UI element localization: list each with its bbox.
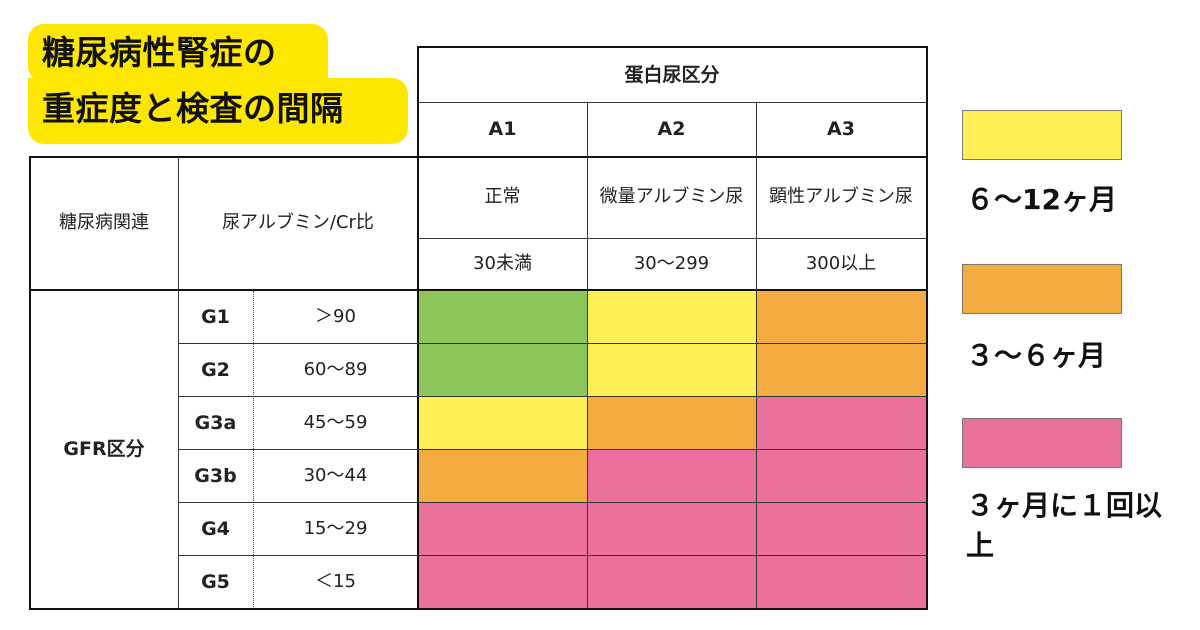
risk-cell-g1-a2 (587, 290, 756, 343)
grid-line (756, 290, 757, 608)
legend-label-pink: ３ヶ月に１回以上 (966, 489, 1163, 562)
risk-cell-g3a-a2 (587, 396, 756, 449)
grid-line (29, 156, 928, 158)
legend-swatch-pink (962, 418, 1122, 468)
legend-swatch-yellow (962, 110, 1122, 160)
risk-cell-g3b-a3 (756, 449, 926, 502)
gfr-stage-g2: G2 (201, 358, 230, 381)
risk-cell-g4-a3 (756, 502, 926, 555)
grid-line (587, 102, 588, 290)
column-range-a1: 30未満 (473, 253, 532, 274)
gfr-range-g1: ＞90 (315, 305, 356, 327)
column-range-a3: 300以上 (805, 253, 877, 274)
column-label-a3: 顕性アルブミン尿 (769, 186, 913, 207)
gfr-range-g3a: 45〜59 (303, 411, 368, 433)
grid-line (178, 156, 179, 608)
grid-line (417, 46, 419, 610)
risk-cell-g2-a2 (587, 343, 756, 396)
diabetes-label: 糖尿病関連 (59, 212, 149, 233)
gfr-range-g5: ＜15 (315, 570, 356, 592)
column-label-a1: 正常 (484, 186, 521, 207)
gfr-range-g3b: 30〜44 (303, 464, 368, 486)
title-line-2: 重症度と検査の間隔 (28, 78, 408, 144)
risk-cell-g2-a1 (418, 343, 587, 396)
grid-line (417, 46, 928, 48)
grid-line (178, 343, 926, 344)
legend-label-orange: ３〜６ヶ月 (966, 339, 1107, 372)
gfr-stage-g3a: G3a (194, 411, 237, 434)
gfr-stage-g3b: G3b (194, 464, 237, 487)
column-code-a1: A1 (488, 118, 517, 140)
risk-cell-g4-a2 (587, 502, 756, 555)
risk-cell-g4-a1 (418, 502, 587, 555)
albumin-label: 尿アルブミン/Cr比 (222, 212, 374, 233)
column-label-a2: 微量アルブミン尿 (599, 186, 744, 207)
grid-line (587, 290, 588, 608)
grid-line (926, 46, 928, 610)
gfr-range-g4: 15〜29 (303, 517, 368, 539)
grid-line (178, 396, 926, 397)
gfr-stage-g5: G5 (201, 570, 230, 593)
title-line-1: 糖尿病性腎症の (28, 24, 328, 82)
risk-cell-g3a-a1 (418, 396, 587, 449)
protein-header: 蛋白尿区分 (624, 64, 720, 86)
legend-label-yellow: ６〜12ヶ月 (966, 183, 1117, 216)
risk-cell-g1-a3 (756, 290, 926, 343)
column-code-a2: A2 (657, 118, 686, 140)
risk-cell-g3b-a2 (587, 449, 756, 502)
grid-line (29, 289, 928, 291)
grid-line (418, 102, 926, 103)
column-code-a3: A3 (827, 118, 855, 140)
risk-cell-g5-a2 (587, 555, 756, 608)
gfr-label: GFR区分 (63, 438, 145, 460)
risk-cell-g3b-a1 (418, 449, 587, 502)
gfr-stage-g1: G1 (201, 305, 230, 328)
grid-line (178, 502, 926, 503)
risk-cell-g2-a3 (756, 343, 926, 396)
grid-line (29, 156, 31, 610)
risk-cell-g3a-a3 (756, 396, 926, 449)
risk-cell-g5-a1 (418, 555, 587, 608)
risk-cell-g1-a1 (418, 290, 587, 343)
column-range-a2: 30〜299 (633, 253, 710, 274)
grid-line (756, 102, 757, 290)
grid-line (29, 608, 928, 610)
gfr-range-g2: 60〜89 (303, 358, 368, 380)
grid-line (178, 449, 926, 450)
risk-cell-g5-a3 (756, 555, 926, 608)
grid-line (178, 555, 926, 556)
grid-line (418, 238, 926, 239)
legend-swatch-orange (962, 264, 1122, 314)
gfr-stage-g4: G4 (201, 517, 230, 540)
